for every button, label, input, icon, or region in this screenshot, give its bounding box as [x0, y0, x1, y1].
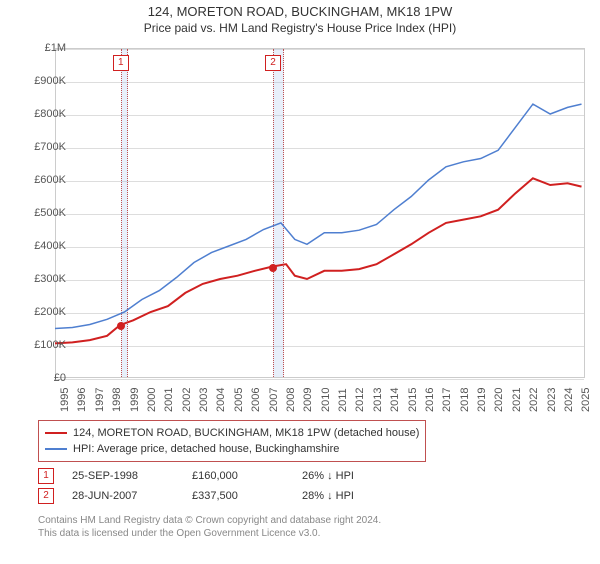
- legend-swatch: [45, 448, 67, 450]
- series-hpi: [55, 104, 582, 328]
- y-tick-label: £500K: [34, 207, 66, 219]
- sales-table-row: 1 25-SEP-1998£160,00026% ↓ HPI: [38, 466, 422, 486]
- x-tick-label: 2010: [320, 388, 332, 412]
- chart-title: 124, MORETON ROAD, BUCKINGHAM, MK18 1PW: [0, 4, 600, 19]
- legend-row: HPI: Average price, detached house, Buck…: [45, 441, 419, 457]
- sales-table-row: 2 28-JUN-2007£337,50028% ↓ HPI: [38, 486, 422, 506]
- legend-row: 124, MORETON ROAD, BUCKINGHAM, MK18 1PW …: [45, 425, 419, 441]
- y-tick-label: £300K: [34, 273, 66, 285]
- plot-area: 12: [55, 48, 585, 378]
- footnote-line1: Contains HM Land Registry data © Crown c…: [38, 515, 381, 526]
- x-tick-label: 2021: [511, 388, 523, 412]
- sales-table: 1 25-SEP-1998£160,00026% ↓ HPI 2 28-JUN-200…: [38, 466, 422, 506]
- x-tick-label: 2002: [181, 388, 193, 412]
- x-tick-label: 2012: [354, 388, 366, 412]
- legend-label: HPI: Average price, detached house, Buck…: [73, 443, 339, 455]
- y-tick-label: £700K: [34, 141, 66, 153]
- footnote: Contains HM Land Registry data © Crown c…: [38, 514, 580, 540]
- series-property: [55, 178, 582, 343]
- x-tick-label: 2019: [476, 388, 488, 412]
- x-tick-label: 2018: [459, 388, 471, 412]
- y-tick-label: £800K: [34, 108, 66, 120]
- x-tick-label: 2011: [337, 388, 349, 412]
- sale-note: 26% ↓ HPI: [302, 470, 422, 482]
- y-tick-label: £200K: [34, 306, 66, 318]
- y-tick-label: £400K: [34, 240, 66, 252]
- x-tick-label: 2000: [146, 388, 158, 412]
- x-tick-label: 1997: [94, 388, 106, 412]
- legend-label: 124, MORETON ROAD, BUCKINGHAM, MK18 1PW …: [73, 427, 419, 439]
- sale-price: £160,000: [192, 470, 302, 482]
- x-tick-label: 2017: [441, 388, 453, 412]
- x-tick-label: 2013: [372, 388, 384, 412]
- x-tick-label: 2024: [563, 388, 575, 412]
- y-tick-label: £100K: [34, 339, 66, 351]
- y-tick-label: £600K: [34, 174, 66, 186]
- x-tick-label: 1998: [111, 388, 123, 412]
- x-tick-label: 2020: [493, 388, 505, 412]
- x-tick-label: 1999: [129, 388, 141, 412]
- sale-price: £337,500: [192, 490, 302, 502]
- footnote-line2: This data is licensed under the Open Gov…: [38, 528, 320, 539]
- x-tick-label: 2006: [250, 388, 262, 412]
- x-tick-label: 2015: [407, 388, 419, 412]
- x-tick-label: 2014: [389, 388, 401, 412]
- chart-container: 124, MORETON ROAD, BUCKINGHAM, MK18 1PW …: [0, 4, 600, 564]
- x-tick-label: 2005: [233, 388, 245, 412]
- x-tick-label: 1995: [59, 388, 71, 412]
- legend-swatch: [45, 432, 67, 434]
- x-tick-label: 2008: [285, 388, 297, 412]
- x-tick-label: 2016: [424, 388, 436, 412]
- chart-subtitle: Price paid vs. HM Land Registry's House …: [0, 21, 600, 35]
- x-tick-label: 2003: [198, 388, 210, 412]
- y-tick-label: £900K: [34, 75, 66, 87]
- x-tick-label: 2022: [528, 388, 540, 412]
- x-axis-labels: 1995 1996 1997 1998 1999 2000 2001 2002 2003 2004…: [55, 378, 585, 416]
- y-tick-label: £0: [54, 372, 66, 384]
- sales-marker-icon: 2: [38, 488, 54, 504]
- x-tick-label: 2009: [302, 388, 314, 412]
- legend-box: 124, MORETON ROAD, BUCKINGHAM, MK18 1PW …: [38, 420, 426, 462]
- x-tick-label: 2025: [580, 388, 592, 412]
- sale-date: 28-JUN-2007: [72, 490, 192, 502]
- sales-marker-icon: 1: [38, 468, 54, 484]
- y-tick-label: £1M: [45, 42, 66, 54]
- sale-note: 28% ↓ HPI: [302, 490, 422, 502]
- x-tick-label: 2004: [215, 388, 227, 412]
- x-tick-label: 1996: [76, 388, 88, 412]
- x-tick-label: 2001: [163, 388, 175, 412]
- sale-date: 25-SEP-1998: [72, 470, 192, 482]
- x-tick-label: 2023: [546, 388, 558, 412]
- x-tick-label: 2007: [268, 388, 280, 412]
